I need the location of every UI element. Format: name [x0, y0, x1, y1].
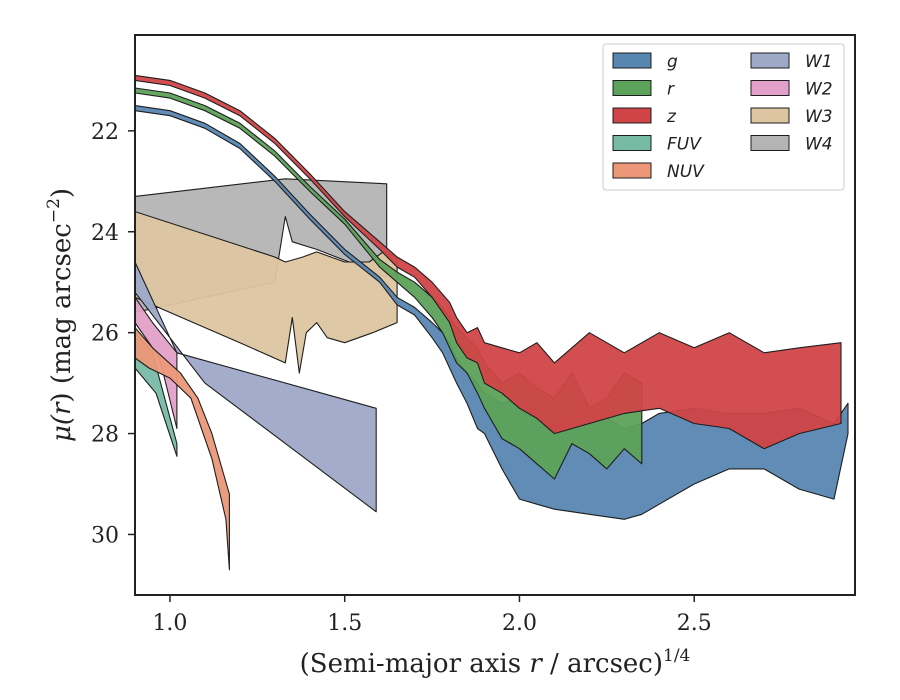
y-axis-label-tail: ) (mag arcsec — [47, 223, 77, 402]
x-axis-label-main: (Semi-major axis — [300, 649, 530, 679]
y-tick-label: 22 — [91, 120, 119, 145]
band-g — [135, 105, 849, 520]
y-axis-label-close: ) — [47, 188, 77, 198]
legend-label-g: g — [667, 52, 678, 72]
legend-swatch-w3 — [750, 107, 790, 124]
y-axis-label-exponent: −2 — [44, 198, 64, 223]
band-w2 — [135, 296, 178, 430]
x-axis-label-exponent: 1/4 — [663, 646, 690, 666]
legend-swatch-w4 — [750, 135, 790, 151]
x-tick-label: 2.0 — [502, 611, 537, 636]
legend-swatch-g — [612, 52, 652, 69]
band-z — [135, 74, 842, 450]
x-tick-label: 1.0 — [152, 611, 187, 636]
x-axis-label-tail: / arcsec) — [542, 649, 663, 679]
y-tick-label: 26 — [91, 322, 119, 347]
legend-swatch-z — [612, 107, 652, 124]
x-tick-label: 2.5 — [677, 611, 712, 636]
y-axis-label-main: μ( — [47, 414, 77, 442]
plot-frame — [134, 34, 856, 596]
legend-swatch-w1 — [750, 52, 790, 69]
legend-swatch-w2 — [750, 80, 790, 96]
band-nuv — [135, 327, 230, 571]
y-tick-label: 30 — [91, 523, 119, 548]
legend-swatch-r — [612, 80, 652, 96]
plot-area — [135, 74, 849, 571]
legend-label-w4: W4 — [805, 135, 833, 155]
y-tick-label: 28 — [91, 423, 119, 448]
legend-label-r: r — [667, 80, 675, 100]
legend-label-z: z — [666, 107, 677, 127]
y-axis-label-variable: r — [47, 401, 77, 415]
x-axis-label-variable: r — [529, 649, 543, 679]
x-tick-label: 1.5 — [327, 611, 362, 636]
legend-label-w2: W2 — [805, 80, 833, 100]
legend-swatch-fuv — [612, 135, 652, 151]
y-axis-label: μ(r) (mag arcsec−2) — [44, 188, 77, 442]
y-axis-ticks: 22 24 26 28 30 — [91, 120, 135, 548]
legend: grz FUV NUV W1 W2 W3 W4 — [602, 43, 845, 191]
legend-label-w1: W1 — [805, 52, 833, 72]
legend-label-nuv: NUV — [667, 162, 705, 182]
legend-label-w3: W3 — [805, 107, 833, 127]
y-tick-label: 24 — [91, 221, 119, 246]
x-axis-label: (Semi-major axis r / arcsec)1/4 — [300, 646, 691, 679]
band-w3 — [135, 211, 398, 374]
x-axis-ticks: 1.0 1.5 2.0 2.5 — [152, 595, 712, 636]
legend-label-fuv: FUV — [667, 135, 702, 155]
legend-swatch-nuv — [612, 162, 652, 179]
